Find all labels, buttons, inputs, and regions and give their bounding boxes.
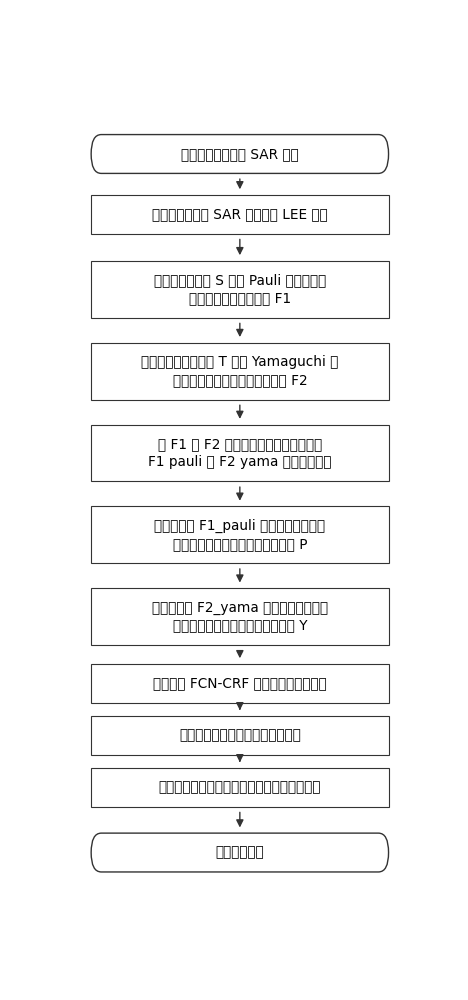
Text: 对待检测的极化 SAR 图像进行 LEE 滤波: 对待检测的极化 SAR 图像进行 LEE 滤波 [152, 207, 328, 221]
Text: 从样本数据 F1_pauli 中，随机选取一定
数量的特征矩阵块构成训练数据集 P: 从样本数据 F1_pauli 中，随机选取一定 数量的特征矩阵块构成训练数据集 … [154, 519, 325, 551]
Bar [91, 768, 388, 807]
Text: 对极化散射矩阵 S 进行 Pauli 分解，构成
基于像素点的特征矩阵 F1: 对极化散射矩阵 S 进行 Pauli 分解，构成 基于像素点的特征矩阵 F1 [154, 273, 326, 305]
Text: 利用训练好的模型对测试数据集进行目标检测: 利用训练好的模型对测试数据集进行目标检测 [159, 780, 321, 794]
Bar [91, 506, 388, 563]
Text: 将 F1 和 F2 切块，构成小的特征矩阵块
F1 pauli 和 F2 yama 作为样本数据: 将 F1 和 F2 切块，构成小的特征矩阵块 F1 pauli 和 F2 yam… [148, 437, 332, 469]
Bar [91, 425, 388, 481]
Bar [91, 195, 388, 234]
Text: 输出检测结果: 输出检测结果 [215, 846, 264, 860]
Text: 用训练数据集对检测模型进行训练: 用训练数据集对检测模型进行训练 [179, 728, 301, 742]
Text: 构造基于 FCN-CRF 融合网络的检测模型: 构造基于 FCN-CRF 融合网络的检测模型 [153, 676, 327, 690]
Text: 输入待检测的极化 SAR 图像: 输入待检测的极化 SAR 图像 [181, 147, 299, 161]
Bar [91, 588, 388, 645]
FancyBboxPatch shape [91, 833, 388, 872]
Text: 从样本数据 F2_yama 中，随机选取一定
数量的特征矩阵块构成训练数据集 Y: 从样本数据 F2_yama 中，随机选取一定 数量的特征矩阵块构成训练数据集 Y [152, 601, 328, 633]
Bar [91, 343, 388, 400]
Bar [91, 261, 388, 318]
Bar [91, 716, 388, 755]
Bar [91, 664, 388, 703]
FancyBboxPatch shape [91, 135, 388, 173]
Text: 对滤波后的相干矩阵 T 进行 Yamaguchi 分
解，构成基于像素点的特征矩阵 F2: 对滤波后的相干矩阵 T 进行 Yamaguchi 分 解，构成基于像素点的特征矩… [141, 355, 338, 387]
